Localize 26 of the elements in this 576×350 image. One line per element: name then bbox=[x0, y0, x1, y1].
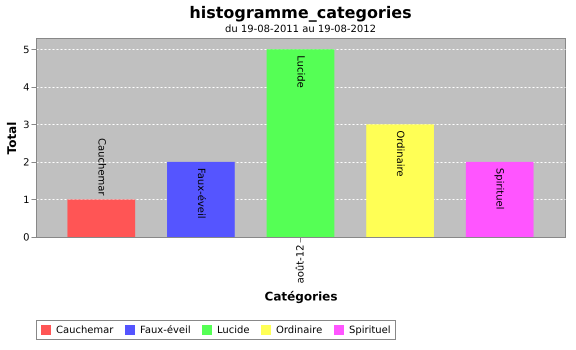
y-tick-label: 3 bbox=[23, 120, 30, 131]
legend-label: Ordinaire bbox=[276, 325, 322, 336]
y-tick-label: 5 bbox=[23, 44, 30, 56]
bar bbox=[366, 124, 434, 237]
legend-label: Lucide bbox=[217, 325, 250, 336]
bar bbox=[167, 162, 235, 237]
bar bbox=[266, 49, 334, 237]
bar bbox=[67, 199, 136, 237]
y-tick-label: 1 bbox=[23, 194, 30, 206]
annotation: Spirituel bbox=[494, 168, 505, 210]
y-tick-label: 2 bbox=[23, 157, 30, 168]
annotation: Faux-éveil bbox=[194, 168, 206, 219]
legend-label: Faux-éveil bbox=[140, 325, 191, 336]
bar bbox=[466, 162, 534, 237]
annotation: Ordinaire bbox=[394, 130, 406, 177]
y-tick-label: 0 bbox=[23, 232, 30, 244]
y-axis-title: Total bbox=[5, 122, 20, 154]
annotation: Cauchemar bbox=[95, 138, 106, 196]
chart-title: histogramme_categories bbox=[189, 3, 412, 22]
chart-subtitle: du 19-08-2011 au 19-08-2012 bbox=[225, 24, 376, 35]
annotation: Lucide bbox=[294, 55, 306, 88]
x-axis-title: Catégories bbox=[264, 289, 338, 304]
y-tick-label: 4 bbox=[23, 82, 30, 94]
legend-label: Cauchemar bbox=[56, 325, 114, 336]
x-tick-label: août-12 bbox=[296, 244, 306, 284]
legend-label: Spirituel bbox=[349, 325, 391, 336]
